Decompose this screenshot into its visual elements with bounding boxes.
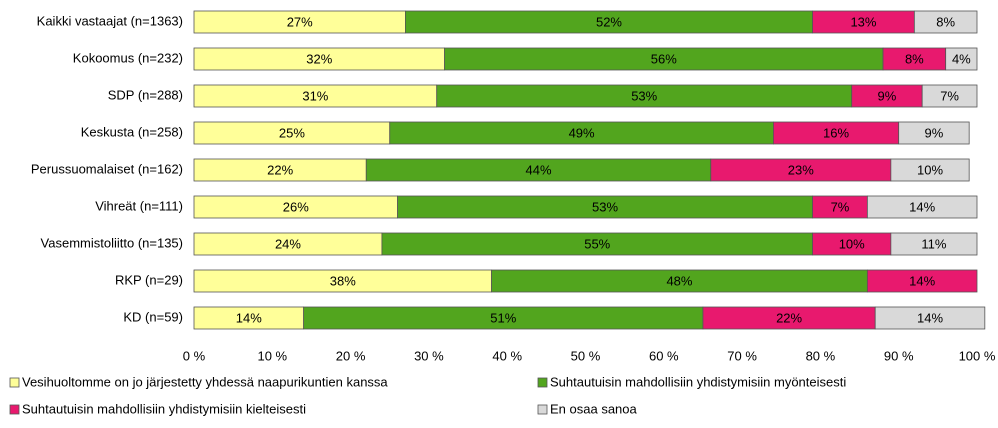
x-tick-label: 100 % [959, 348, 996, 363]
data-label: 48% [666, 273, 692, 288]
x-tick-label: 30 % [414, 348, 444, 363]
data-label: 4% [952, 51, 971, 66]
category-label: Keskusta (n=258) [81, 124, 183, 139]
data-label: 51% [490, 310, 516, 325]
legend-swatch [9, 377, 20, 388]
bar-segment [898, 121, 970, 145]
data-label: 22% [267, 162, 293, 177]
data-label: 22% [776, 310, 802, 325]
bar-segment [866, 195, 978, 219]
bar-segment [921, 84, 978, 108]
bar-segment [866, 269, 978, 293]
data-label: 38% [330, 273, 356, 288]
x-tick-label: 60 % [649, 348, 679, 363]
x-tick-label: 20 % [336, 348, 366, 363]
data-label: 8% [905, 51, 924, 66]
x-tick-label: 10 % [257, 348, 287, 363]
data-label: 44% [526, 162, 552, 177]
legend-swatch [537, 404, 548, 415]
data-label: 14% [236, 310, 262, 325]
data-label: 11% [921, 236, 946, 251]
data-label: 53% [592, 199, 618, 214]
data-label: 26% [283, 199, 309, 214]
data-label: 14% [917, 310, 943, 325]
legend-label: Suhtautuisin mahdollisiin yhdistymisiin … [22, 401, 306, 416]
data-label: 55% [584, 236, 610, 251]
legend-label: Suhtautuisin mahdollisiin yhdistymisiin … [550, 374, 846, 389]
data-label: 10% [917, 162, 943, 177]
legend-label: Vesihuoltomme on jo järjestetty yhdessä … [22, 374, 388, 389]
x-tick-label: 70 % [727, 348, 757, 363]
category-label: Kaikki vastaajat (n=1363) [37, 13, 183, 28]
data-label: 9% [878, 88, 897, 103]
data-label: 14% [909, 273, 935, 288]
data-label: 10% [839, 236, 865, 251]
data-label: 23% [788, 162, 814, 177]
category-label: SDP (n=288) [108, 87, 183, 102]
x-tick-label: 0 % [183, 348, 206, 363]
data-label: 24% [275, 236, 301, 251]
legend-swatch [537, 377, 548, 388]
data-label: 14% [909, 199, 935, 214]
data-label: 8% [936, 14, 955, 29]
data-label: 7% [940, 88, 959, 103]
data-label: 16% [823, 125, 849, 140]
legend-label: En osaa sanoa [550, 401, 638, 416]
category-label: Kokoomus (n=232) [73, 50, 183, 65]
bar-segment [874, 306, 986, 330]
data-label: 52% [596, 14, 622, 29]
bar-segment [890, 232, 978, 256]
data-label: 13% [850, 14, 876, 29]
data-label: 9% [925, 125, 944, 140]
category-label: Perussuomalaiset (n=162) [31, 161, 183, 176]
x-tick-label: 50 % [571, 348, 601, 363]
data-label: 56% [651, 51, 677, 66]
legend-swatch [9, 404, 20, 415]
x-tick-label: 80 % [806, 348, 836, 363]
x-tick-label: 90 % [884, 348, 914, 363]
category-label: RKP (n=29) [115, 272, 183, 287]
category-label: Vihreät (n=111) [95, 198, 183, 213]
x-tick-label: 40 % [492, 348, 522, 363]
data-label: 7% [831, 199, 850, 214]
bar-segment [945, 47, 978, 71]
category-label: KD (n=59) [123, 309, 183, 324]
category-label: Vasemmistoliitto (n=135) [41, 235, 183, 250]
data-label: 25% [279, 125, 305, 140]
data-label: 53% [631, 88, 657, 103]
data-label: 32% [306, 51, 332, 66]
data-label: 31% [302, 88, 328, 103]
bar-segment [890, 158, 970, 182]
data-label: 49% [569, 125, 595, 140]
bar-segment [913, 10, 978, 34]
data-label: 27% [287, 14, 313, 29]
